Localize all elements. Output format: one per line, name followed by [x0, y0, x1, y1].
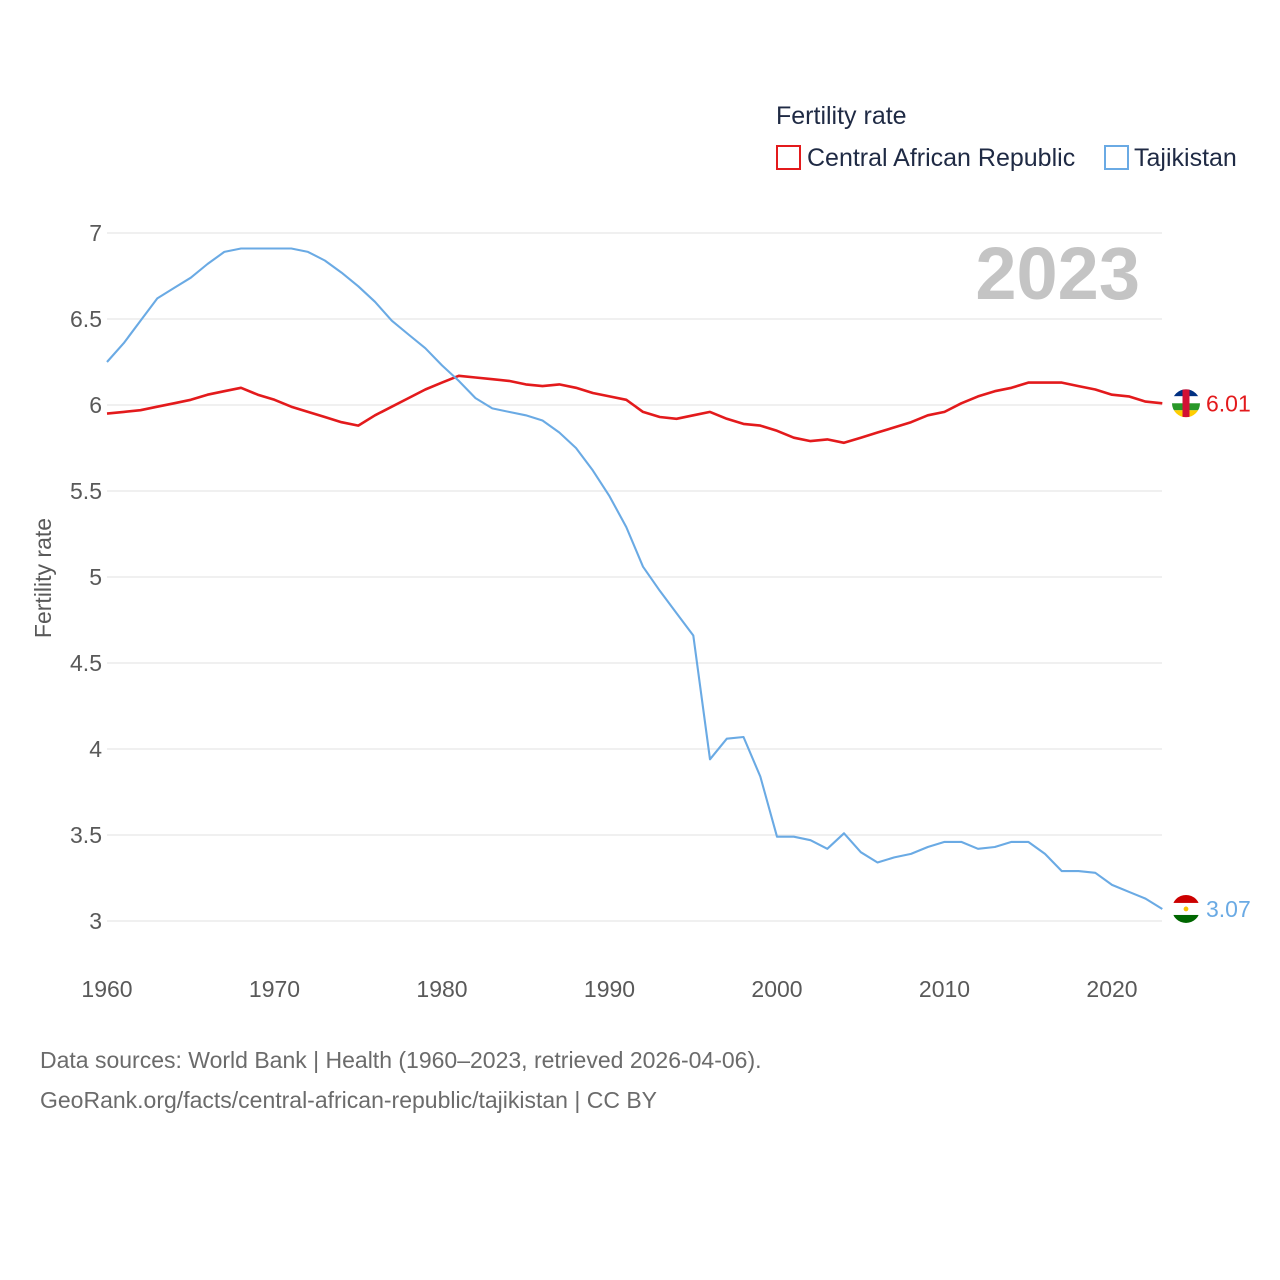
legend-swatch-tajikistan[interactable] [1104, 145, 1129, 170]
y-tick-label: 4.5 [70, 650, 102, 676]
x-axis-ticks: 1960 1970 1980 1990 2000 2010 2020 [81, 976, 1137, 1002]
gridlines [107, 232, 1162, 922]
legend-swatch-central-african-republic[interactable] [776, 145, 801, 170]
y-tick-label: 4 [89, 736, 102, 762]
series-line-tajikistan[interactable] [106, 247, 1163, 910]
x-tick-label: 2010 [919, 976, 970, 1002]
legend-title: Fertility rate [776, 102, 907, 130]
x-tick-label: 1990 [584, 976, 635, 1002]
y-tick-label: 7 [89, 220, 102, 246]
data-source-note: Data sources: World Bank | Health (1960–… [40, 1047, 762, 1073]
x-tick-label: 1960 [81, 976, 132, 1002]
y-tick-label: 6 [89, 392, 102, 418]
x-tick-label: 2020 [1086, 976, 1137, 1002]
tajikistan-flag-icon [1172, 894, 1200, 923]
series-lines [106, 247, 1163, 910]
x-tick-label: 1970 [249, 976, 300, 1002]
end-value-tajikistan: 3.07 [1206, 896, 1251, 922]
x-tick-label: 2000 [751, 976, 802, 1002]
x-tick-label: 1980 [416, 976, 467, 1002]
end-value-central-african-republic: 6.01 [1206, 390, 1251, 416]
y-axis-ticks: 3 3.5 4 4.5 5 5.5 6 6.5 7 [70, 220, 102, 934]
y-tick-label: 5.5 [70, 478, 102, 504]
series-line-central-african-republic[interactable] [106, 374, 1163, 445]
source-link[interactable]: GeoRank.org/facts/central-african-republ… [40, 1087, 657, 1113]
y-axis-label: Fertility rate [30, 518, 56, 638]
y-tick-label: 5 [89, 564, 102, 590]
year-watermark: 2023 [975, 232, 1140, 315]
legend: Fertility rate Central African Republic … [776, 102, 1237, 172]
legend-label-tajikistan[interactable]: Tajikistan [1134, 144, 1237, 172]
y-tick-label: 3.5 [70, 822, 102, 848]
y-tick-label: 6.5 [70, 306, 102, 332]
legend-label-central-african-republic[interactable]: Central African Republic [807, 144, 1075, 172]
y-tick-label: 3 [89, 908, 102, 934]
central-african-republic-flag-icon [1172, 389, 1200, 418]
